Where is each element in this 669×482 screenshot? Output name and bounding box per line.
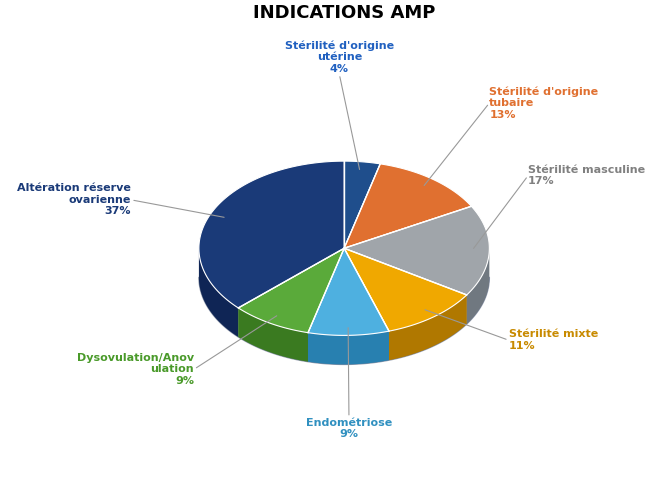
Text: Altération réserve
ovarienne
37%: Altération réserve ovarienne 37% — [17, 183, 131, 216]
Polygon shape — [344, 206, 489, 295]
Polygon shape — [199, 249, 238, 337]
Polygon shape — [308, 248, 389, 335]
Polygon shape — [199, 161, 344, 308]
Polygon shape — [344, 161, 380, 248]
Polygon shape — [238, 308, 308, 362]
Text: INDICATIONS AMP: INDICATIONS AMP — [253, 4, 436, 23]
Polygon shape — [308, 331, 389, 364]
Text: Stérilité d'origine
tubaire
13%: Stérilité d'origine tubaire 13% — [489, 86, 599, 120]
Text: Stérilité mixte
11%: Stérilité mixte 11% — [508, 329, 598, 351]
Polygon shape — [344, 248, 467, 331]
Text: Stérilité masculine
17%: Stérilité masculine 17% — [528, 165, 645, 187]
Text: Endométriose
9%: Endométriose 9% — [306, 418, 392, 439]
Text: Stérilité d'origine
utérine
4%: Stérilité d'origine utérine 4% — [285, 40, 394, 74]
Polygon shape — [238, 248, 344, 333]
Polygon shape — [389, 295, 467, 360]
Polygon shape — [344, 164, 472, 248]
Polygon shape — [199, 277, 489, 364]
Polygon shape — [467, 248, 489, 324]
Text: Dysovulation/Anov
ulation
9%: Dysovulation/Anov ulation 9% — [77, 353, 194, 386]
